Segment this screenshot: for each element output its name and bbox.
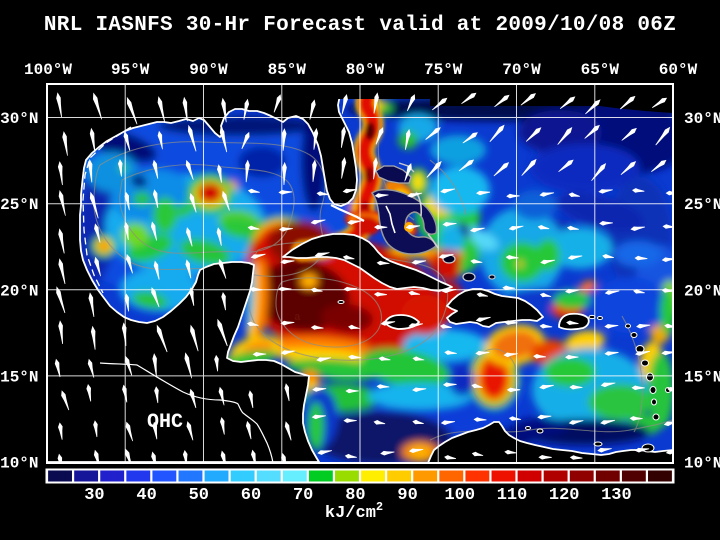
svg-text:80°W: 80°W (346, 61, 385, 79)
svg-text:65°W: 65°W (581, 61, 620, 79)
svg-text:OHC: OHC (147, 411, 183, 434)
svg-text:kJ/cm2: kJ/cm2 (325, 500, 383, 523)
svg-text:100°W: 100°W (24, 61, 72, 79)
svg-text:25°N: 25°N (684, 196, 720, 214)
svg-text:50: 50 (189, 486, 209, 505)
svg-text:120: 120 (549, 486, 580, 505)
svg-text:30°N: 30°N (684, 110, 720, 128)
svg-text:20°N: 20°N (0, 282, 38, 300)
svg-text:90: 90 (397, 486, 417, 505)
svg-text:30: 30 (84, 486, 104, 505)
svg-text:60: 60 (241, 486, 261, 505)
svg-text:85°W: 85°W (268, 61, 307, 79)
svg-text:a: a (294, 312, 301, 324)
svg-text:10°N: 10°N (0, 455, 38, 473)
svg-text:100: 100 (444, 486, 475, 505)
svg-text:20°N: 20°N (684, 282, 720, 300)
svg-text:95°W: 95°W (111, 61, 150, 79)
svg-text:60°W: 60°W (659, 61, 698, 79)
svg-text:10°N: 10°N (684, 455, 720, 473)
svg-text:NRL IASNFS 30-Hr Forecast val: NRL IASNFS 30-Hr Forecast valid at 2009/… (44, 14, 676, 37)
svg-text:130: 130 (601, 486, 632, 505)
svg-text:40: 40 (136, 486, 156, 505)
svg-text:30°N: 30°N (0, 110, 38, 128)
svg-text:15°N: 15°N (0, 368, 38, 386)
svg-text:25°N: 25°N (0, 196, 38, 214)
svg-text:70°W: 70°W (502, 61, 541, 79)
svg-text:110: 110 (497, 486, 528, 505)
svg-text:75°W: 75°W (424, 61, 463, 79)
svg-text:90°W: 90°W (189, 61, 228, 79)
svg-text:15°N: 15°N (684, 368, 720, 386)
svg-text:70: 70 (293, 486, 313, 505)
svg-text:80: 80 (345, 486, 365, 505)
